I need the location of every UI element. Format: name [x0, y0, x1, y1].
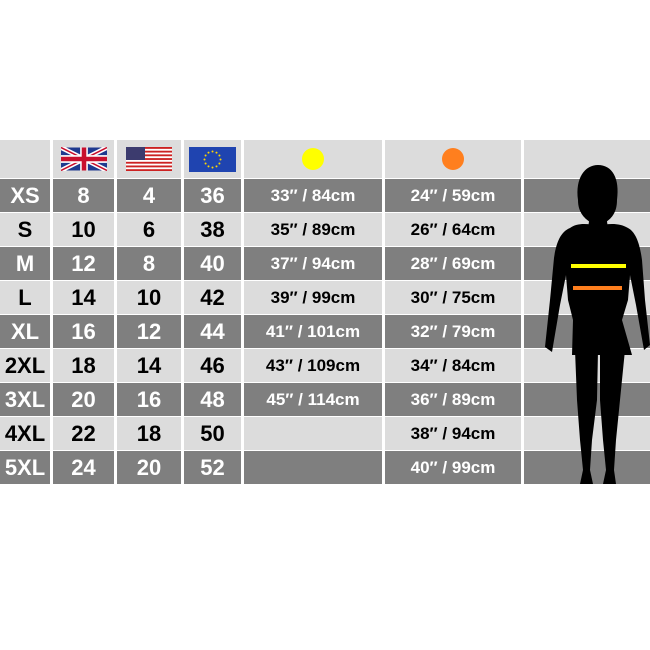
eu-flag-icon: [189, 146, 236, 172]
us-header: [117, 140, 181, 178]
uk-size: 18: [53, 349, 114, 382]
bust-measure: [244, 417, 382, 450]
eu-star: [215, 151, 218, 154]
us-size: 4: [117, 179, 181, 212]
waist-measure: 26″ / 64cm: [385, 213, 521, 246]
us-size: 10: [117, 281, 181, 314]
uk-size: 12: [53, 247, 114, 280]
uk-size: 14: [53, 281, 114, 314]
size-label: 3XL: [0, 383, 50, 416]
bust-measure: [244, 451, 382, 484]
uk-size: 22: [53, 417, 114, 450]
female-silhouette-icon: [545, 165, 650, 484]
size-label: L: [0, 281, 50, 314]
us-size: 20: [117, 451, 181, 484]
size-label: S: [0, 213, 50, 246]
uk-size: 10: [53, 213, 114, 246]
uk-size: 8: [53, 179, 114, 212]
size-label: XL: [0, 315, 50, 348]
eu-size: 44: [184, 315, 241, 348]
us-size: 14: [117, 349, 181, 382]
size-label: 5XL: [0, 451, 50, 484]
bust-measure: 33″ / 84cm: [244, 179, 382, 212]
eu-size: 46: [184, 349, 241, 382]
size-label: 4XL: [0, 417, 50, 450]
waist-measure: 30″ / 75cm: [385, 281, 521, 314]
eu-size: 48: [184, 383, 241, 416]
waist-measure: 40″ / 99cm: [385, 451, 521, 484]
us-size: 12: [117, 315, 181, 348]
eu-size: 50: [184, 417, 241, 450]
bust-measure: 39″ / 99cm: [244, 281, 382, 314]
waist-measure: 32″ / 79cm: [385, 315, 521, 348]
waist-measure: 24″ / 59cm: [385, 179, 521, 212]
eu-star: [204, 154, 207, 156]
size-label: XS: [0, 179, 50, 212]
eu-size: 38: [184, 213, 241, 246]
eu-header: [184, 140, 241, 178]
us-size: 8: [117, 247, 181, 280]
eu-star: [207, 164, 210, 167]
header-blank: [0, 140, 50, 178]
eu-star: [218, 162, 221, 164]
us-size: 18: [117, 417, 181, 450]
waist-measure: 28″ / 69cm: [385, 247, 521, 280]
eu-star: [207, 151, 210, 154]
uk-size: 16: [53, 315, 114, 348]
eu-star: [219, 158, 222, 160]
eu-star: [204, 162, 207, 164]
eu-size: 42: [184, 281, 241, 314]
eu-star: [203, 158, 206, 160]
us-size: 6: [117, 213, 181, 246]
uk-size: 20: [53, 383, 114, 416]
bust-measure: 45″ / 114cm: [244, 383, 382, 416]
waist-measure: 38″ / 94cm: [385, 417, 521, 450]
waist-header: [385, 140, 521, 178]
bust-measure: 37″ / 94cm: [244, 247, 382, 280]
eu-star: [211, 166, 214, 168]
eu-star: [211, 150, 214, 152]
eu-star: [218, 154, 221, 156]
waist-dot-icon: [442, 148, 464, 170]
uk-flag-icon: [60, 147, 107, 171]
eu-star: [215, 164, 218, 167]
waist-measure: 34″ / 84cm: [385, 349, 521, 382]
size-chart-table: XS 8 4 36 33″ / 84cm 24″ / 59cm S 10 6 38 35″ / 89…: [0, 140, 650, 484]
uk-size: 24: [53, 451, 114, 484]
bust-dot-icon: [302, 148, 324, 170]
uk-header: [53, 140, 114, 178]
bust-measure: 43″ / 109cm: [244, 349, 382, 382]
eu-size: 40: [184, 247, 241, 280]
bust-measure: 41″ / 101cm: [244, 315, 382, 348]
us-flag-icon: [126, 147, 172, 171]
size-label: 2XL: [0, 349, 50, 382]
waist-measure: 36″ / 89cm: [385, 383, 521, 416]
eu-size: 52: [184, 451, 241, 484]
bust-header: [244, 140, 382, 178]
bust-measure: 35″ / 89cm: [244, 213, 382, 246]
us-size: 16: [117, 383, 181, 416]
eu-size: 36: [184, 179, 241, 212]
size-label: M: [0, 247, 50, 280]
